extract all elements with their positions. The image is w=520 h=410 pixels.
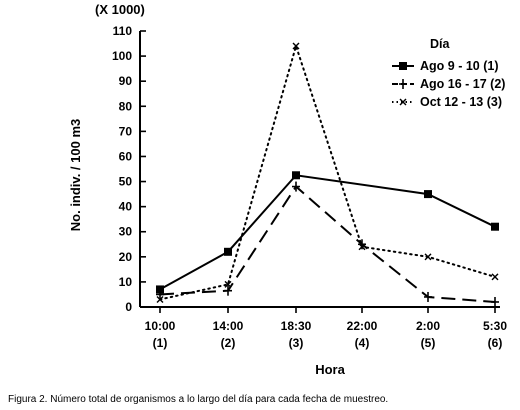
legend-label: Ago 9 - 10 (1) <box>420 59 499 73</box>
data-point-plus <box>224 285 232 296</box>
y-tick-label: 100 <box>112 49 132 63</box>
y-tick-label: 90 <box>119 74 133 88</box>
data-point-x <box>424 253 432 261</box>
data-point-x <box>358 243 366 251</box>
data-point-x <box>156 295 164 303</box>
data-point-plus <box>156 289 164 300</box>
y-tick-label: 60 <box>119 149 133 163</box>
data-point-plus <box>424 291 432 302</box>
x-axis: 10:00 (1) 14:00 (2) 18:30 (3) 22:00 (4) 2:00 (5) 5… <box>140 306 507 350</box>
series-3 <box>156 42 499 303</box>
data-point-square <box>491 222 499 231</box>
legend-title: Día <box>430 37 451 51</box>
y-tick-label: 20 <box>119 250 133 264</box>
x-tick-label: 10:00 <box>145 319 176 333</box>
data-point-square <box>424 190 432 199</box>
data-point-plus <box>491 296 499 307</box>
y-tick-label: 70 <box>119 124 133 138</box>
series-2 <box>156 181 499 307</box>
legend-item: Ago 16 - 17 (2) <box>392 77 505 91</box>
y-tick-label: 30 <box>119 225 133 239</box>
x-tick-index-label: (5) <box>421 336 436 350</box>
data-point-plus <box>399 79 407 89</box>
x-tick-index-label: (4) <box>355 336 370 350</box>
x-tick-index-label: (2) <box>221 336 236 350</box>
data-point-square <box>224 247 232 256</box>
y-multiplier-label: (X 1000) <box>95 2 145 17</box>
line-chart: (X 1000) No. indiv. / 100 m3 0 10 20 30 40 50… <box>68 2 507 377</box>
y-tick-label: 50 <box>119 175 133 189</box>
series-line <box>159 42 496 301</box>
x-tick-label: 22:00 <box>347 319 378 333</box>
y-tick-label: 80 <box>119 99 133 113</box>
data-point-x <box>292 42 300 50</box>
y-axis-title: No. indiv. / 100 m3 <box>68 119 83 231</box>
data-point-square <box>399 62 407 70</box>
y-tick-label: 110 <box>113 24 133 38</box>
data-point-x <box>491 273 499 281</box>
data-point-x <box>399 98 407 106</box>
legend: Día Ago 9 - 10 (1) Ago 16 - 17 (2) Oct 12 … <box>392 37 505 109</box>
data-point-square <box>156 285 164 294</box>
series-1 <box>156 171 499 294</box>
x-tick-index-label: (3) <box>289 336 304 350</box>
data-point-plus <box>292 181 300 192</box>
x-tick-index-label: (6) <box>488 336 503 350</box>
data-point-square <box>292 171 300 180</box>
y-tick-label: 0 <box>125 300 132 314</box>
legend-label: Ago 16 - 17 (2) <box>420 77 505 91</box>
y-tick-label: 40 <box>119 200 133 214</box>
data-point-x <box>224 280 232 288</box>
y-tick-label: 10 <box>119 275 133 289</box>
legend-label: Oct 12 - 13 (3) <box>420 95 502 109</box>
series-line <box>159 185 496 303</box>
series-line <box>159 174 496 291</box>
x-tick-label: 5:30 <box>483 319 507 333</box>
figure-caption: Figura 2. Número total de organismos a l… <box>8 394 389 405</box>
y-axis: 0 10 20 30 40 50 60 70 80 90 100 110 <box>112 24 146 314</box>
legend-item: Ago 9 - 10 (1) <box>392 59 499 73</box>
x-tick-label: 18:30 <box>281 319 312 333</box>
legend-item: Oct 12 - 13 (3) <box>392 95 502 109</box>
x-tick-label: 14:00 <box>213 319 244 333</box>
plot-series <box>156 42 499 307</box>
x-tick-index-label: (1) <box>153 336 168 350</box>
x-tick-label: 2:00 <box>416 319 440 333</box>
x-axis-title: Hora <box>315 362 345 377</box>
